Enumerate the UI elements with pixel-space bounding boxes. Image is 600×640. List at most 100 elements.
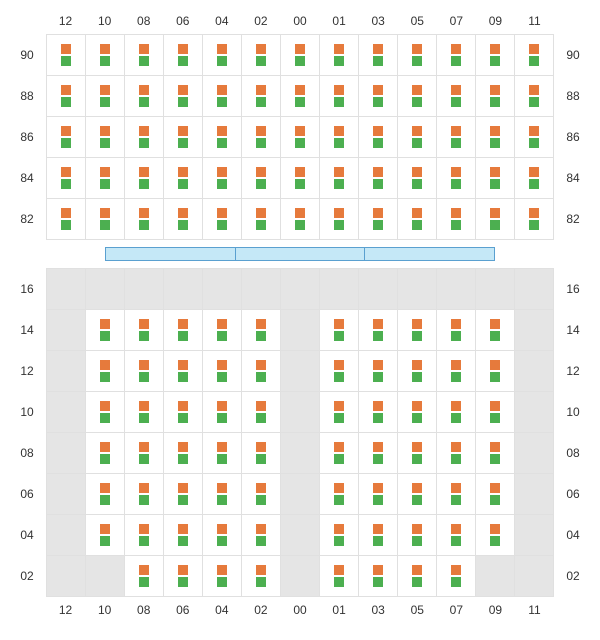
slot bbox=[85, 474, 124, 514]
marker-a bbox=[100, 208, 110, 218]
marker-b bbox=[178, 220, 188, 230]
marker-a bbox=[451, 524, 461, 534]
marker-b bbox=[334, 97, 344, 107]
marker-a bbox=[178, 565, 188, 575]
bottom-grid bbox=[46, 268, 554, 597]
row-label: 90 bbox=[8, 34, 46, 75]
slot-empty bbox=[436, 269, 475, 309]
marker-a bbox=[178, 483, 188, 493]
marker-b bbox=[373, 454, 383, 464]
row-label: 02 bbox=[8, 556, 46, 597]
marker-b bbox=[139, 179, 149, 189]
slot-empty bbox=[514, 269, 553, 309]
marker-b bbox=[217, 138, 227, 148]
marker-a bbox=[178, 442, 188, 452]
slot bbox=[163, 310, 202, 350]
slot bbox=[280, 158, 319, 198]
col-label: 06 bbox=[163, 597, 202, 623]
marker-b bbox=[256, 577, 266, 587]
marker-a bbox=[100, 483, 110, 493]
marker-b bbox=[529, 220, 539, 230]
slot bbox=[475, 515, 514, 555]
slot bbox=[397, 199, 436, 239]
row-label: 90 bbox=[554, 34, 592, 75]
marker-a bbox=[139, 442, 149, 452]
slot-empty bbox=[358, 269, 397, 309]
marker-a bbox=[100, 167, 110, 177]
marker-a bbox=[178, 126, 188, 136]
marker-b bbox=[256, 495, 266, 505]
slot bbox=[319, 117, 358, 157]
slot bbox=[47, 117, 85, 157]
marker-b bbox=[490, 331, 500, 341]
marker-a bbox=[334, 44, 344, 54]
marker-b bbox=[451, 138, 461, 148]
marker-a bbox=[451, 85, 461, 95]
marker-b bbox=[334, 220, 344, 230]
marker-b bbox=[373, 138, 383, 148]
marker-a bbox=[373, 85, 383, 95]
col-label: 03 bbox=[359, 597, 398, 623]
marker-a bbox=[334, 565, 344, 575]
marker-b bbox=[100, 331, 110, 341]
slot bbox=[319, 556, 358, 596]
slot bbox=[163, 351, 202, 391]
marker-a bbox=[451, 401, 461, 411]
row-label: 04 bbox=[554, 515, 592, 556]
marker-b bbox=[139, 220, 149, 230]
slot bbox=[163, 474, 202, 514]
marker-a bbox=[100, 85, 110, 95]
marker-b bbox=[295, 179, 305, 189]
slot bbox=[358, 310, 397, 350]
slot bbox=[514, 158, 553, 198]
slot bbox=[475, 310, 514, 350]
marker-b bbox=[61, 56, 71, 66]
slot bbox=[358, 117, 397, 157]
marker-b bbox=[490, 220, 500, 230]
marker-b bbox=[256, 138, 266, 148]
marker-a bbox=[256, 442, 266, 452]
marker-b bbox=[373, 179, 383, 189]
marker-a bbox=[490, 167, 500, 177]
slot bbox=[124, 474, 163, 514]
slot bbox=[397, 474, 436, 514]
slot bbox=[397, 158, 436, 198]
slot bbox=[514, 35, 553, 75]
marker-b bbox=[412, 495, 422, 505]
slot-empty bbox=[241, 269, 280, 309]
col-label: 00 bbox=[280, 597, 319, 623]
slot-empty bbox=[280, 351, 319, 391]
row-label: 86 bbox=[554, 116, 592, 157]
marker-b bbox=[256, 413, 266, 423]
marker-b bbox=[295, 56, 305, 66]
marker-b bbox=[217, 536, 227, 546]
slot bbox=[280, 76, 319, 116]
marker-a bbox=[334, 360, 344, 370]
marker-a bbox=[217, 565, 227, 575]
marker-b bbox=[451, 56, 461, 66]
slot bbox=[47, 158, 85, 198]
slot bbox=[436, 117, 475, 157]
marker-a bbox=[451, 442, 461, 452]
col-label: 06 bbox=[163, 8, 202, 34]
slot bbox=[85, 35, 124, 75]
slot bbox=[202, 199, 241, 239]
marker-b bbox=[451, 577, 461, 587]
marker-b bbox=[373, 220, 383, 230]
col-label: 08 bbox=[124, 597, 163, 623]
marker-a bbox=[412, 319, 422, 329]
marker-a bbox=[178, 44, 188, 54]
marker-b bbox=[178, 495, 188, 505]
slot bbox=[436, 35, 475, 75]
marker-b bbox=[373, 372, 383, 382]
slot bbox=[319, 76, 358, 116]
marker-b bbox=[217, 331, 227, 341]
marker-a bbox=[529, 44, 539, 54]
slot bbox=[397, 515, 436, 555]
slot bbox=[163, 158, 202, 198]
marker-b bbox=[178, 454, 188, 464]
marker-b bbox=[451, 495, 461, 505]
top-col-axis: 12100806040200010305070911 bbox=[8, 8, 592, 34]
slot-empty bbox=[280, 310, 319, 350]
marker-a bbox=[139, 167, 149, 177]
